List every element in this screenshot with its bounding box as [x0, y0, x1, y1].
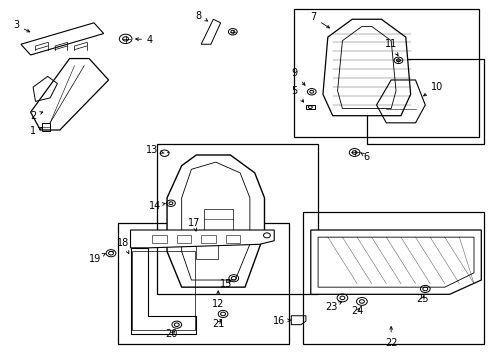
Text: 1: 1 — [30, 126, 42, 136]
Text: 5: 5 — [292, 86, 304, 102]
Polygon shape — [130, 230, 274, 248]
Bar — [196, 244, 218, 258]
Text: 15: 15 — [220, 279, 233, 289]
Bar — [203, 208, 233, 230]
Bar — [132, 251, 196, 330]
Bar — [152, 235, 167, 243]
Text: 25: 25 — [416, 294, 429, 303]
Bar — [201, 235, 216, 243]
Polygon shape — [167, 155, 265, 287]
Text: 3: 3 — [13, 20, 30, 32]
Polygon shape — [323, 19, 411, 116]
Bar — [367, 59, 484, 144]
Text: 4: 4 — [136, 35, 153, 45]
Text: 17: 17 — [188, 218, 200, 231]
Polygon shape — [311, 230, 481, 294]
Bar — [118, 223, 289, 344]
Bar — [225, 235, 240, 243]
Text: 13: 13 — [147, 145, 164, 155]
Text: 9: 9 — [292, 68, 305, 85]
Text: 12: 12 — [212, 291, 224, 309]
Text: 7: 7 — [310, 13, 330, 28]
Text: 14: 14 — [149, 201, 165, 211]
Text: 20: 20 — [166, 329, 178, 339]
Polygon shape — [21, 23, 104, 55]
Bar — [177, 235, 192, 243]
Text: 8: 8 — [196, 11, 208, 21]
Polygon shape — [30, 59, 109, 130]
Text: 16: 16 — [273, 316, 291, 326]
Text: 10: 10 — [423, 82, 443, 96]
Text: 19: 19 — [89, 253, 105, 264]
Text: 24: 24 — [351, 306, 363, 316]
Bar — [157, 144, 318, 294]
Text: 21: 21 — [212, 319, 224, 329]
Bar — [303, 212, 484, 344]
Text: 6: 6 — [361, 152, 370, 162]
Text: 22: 22 — [385, 327, 397, 347]
Text: 23: 23 — [325, 302, 342, 312]
Bar — [294, 9, 479, 137]
Text: 2: 2 — [30, 111, 43, 121]
Text: 18: 18 — [117, 238, 129, 253]
Text: 11: 11 — [385, 39, 398, 55]
Bar — [306, 105, 315, 109]
Polygon shape — [130, 248, 196, 334]
